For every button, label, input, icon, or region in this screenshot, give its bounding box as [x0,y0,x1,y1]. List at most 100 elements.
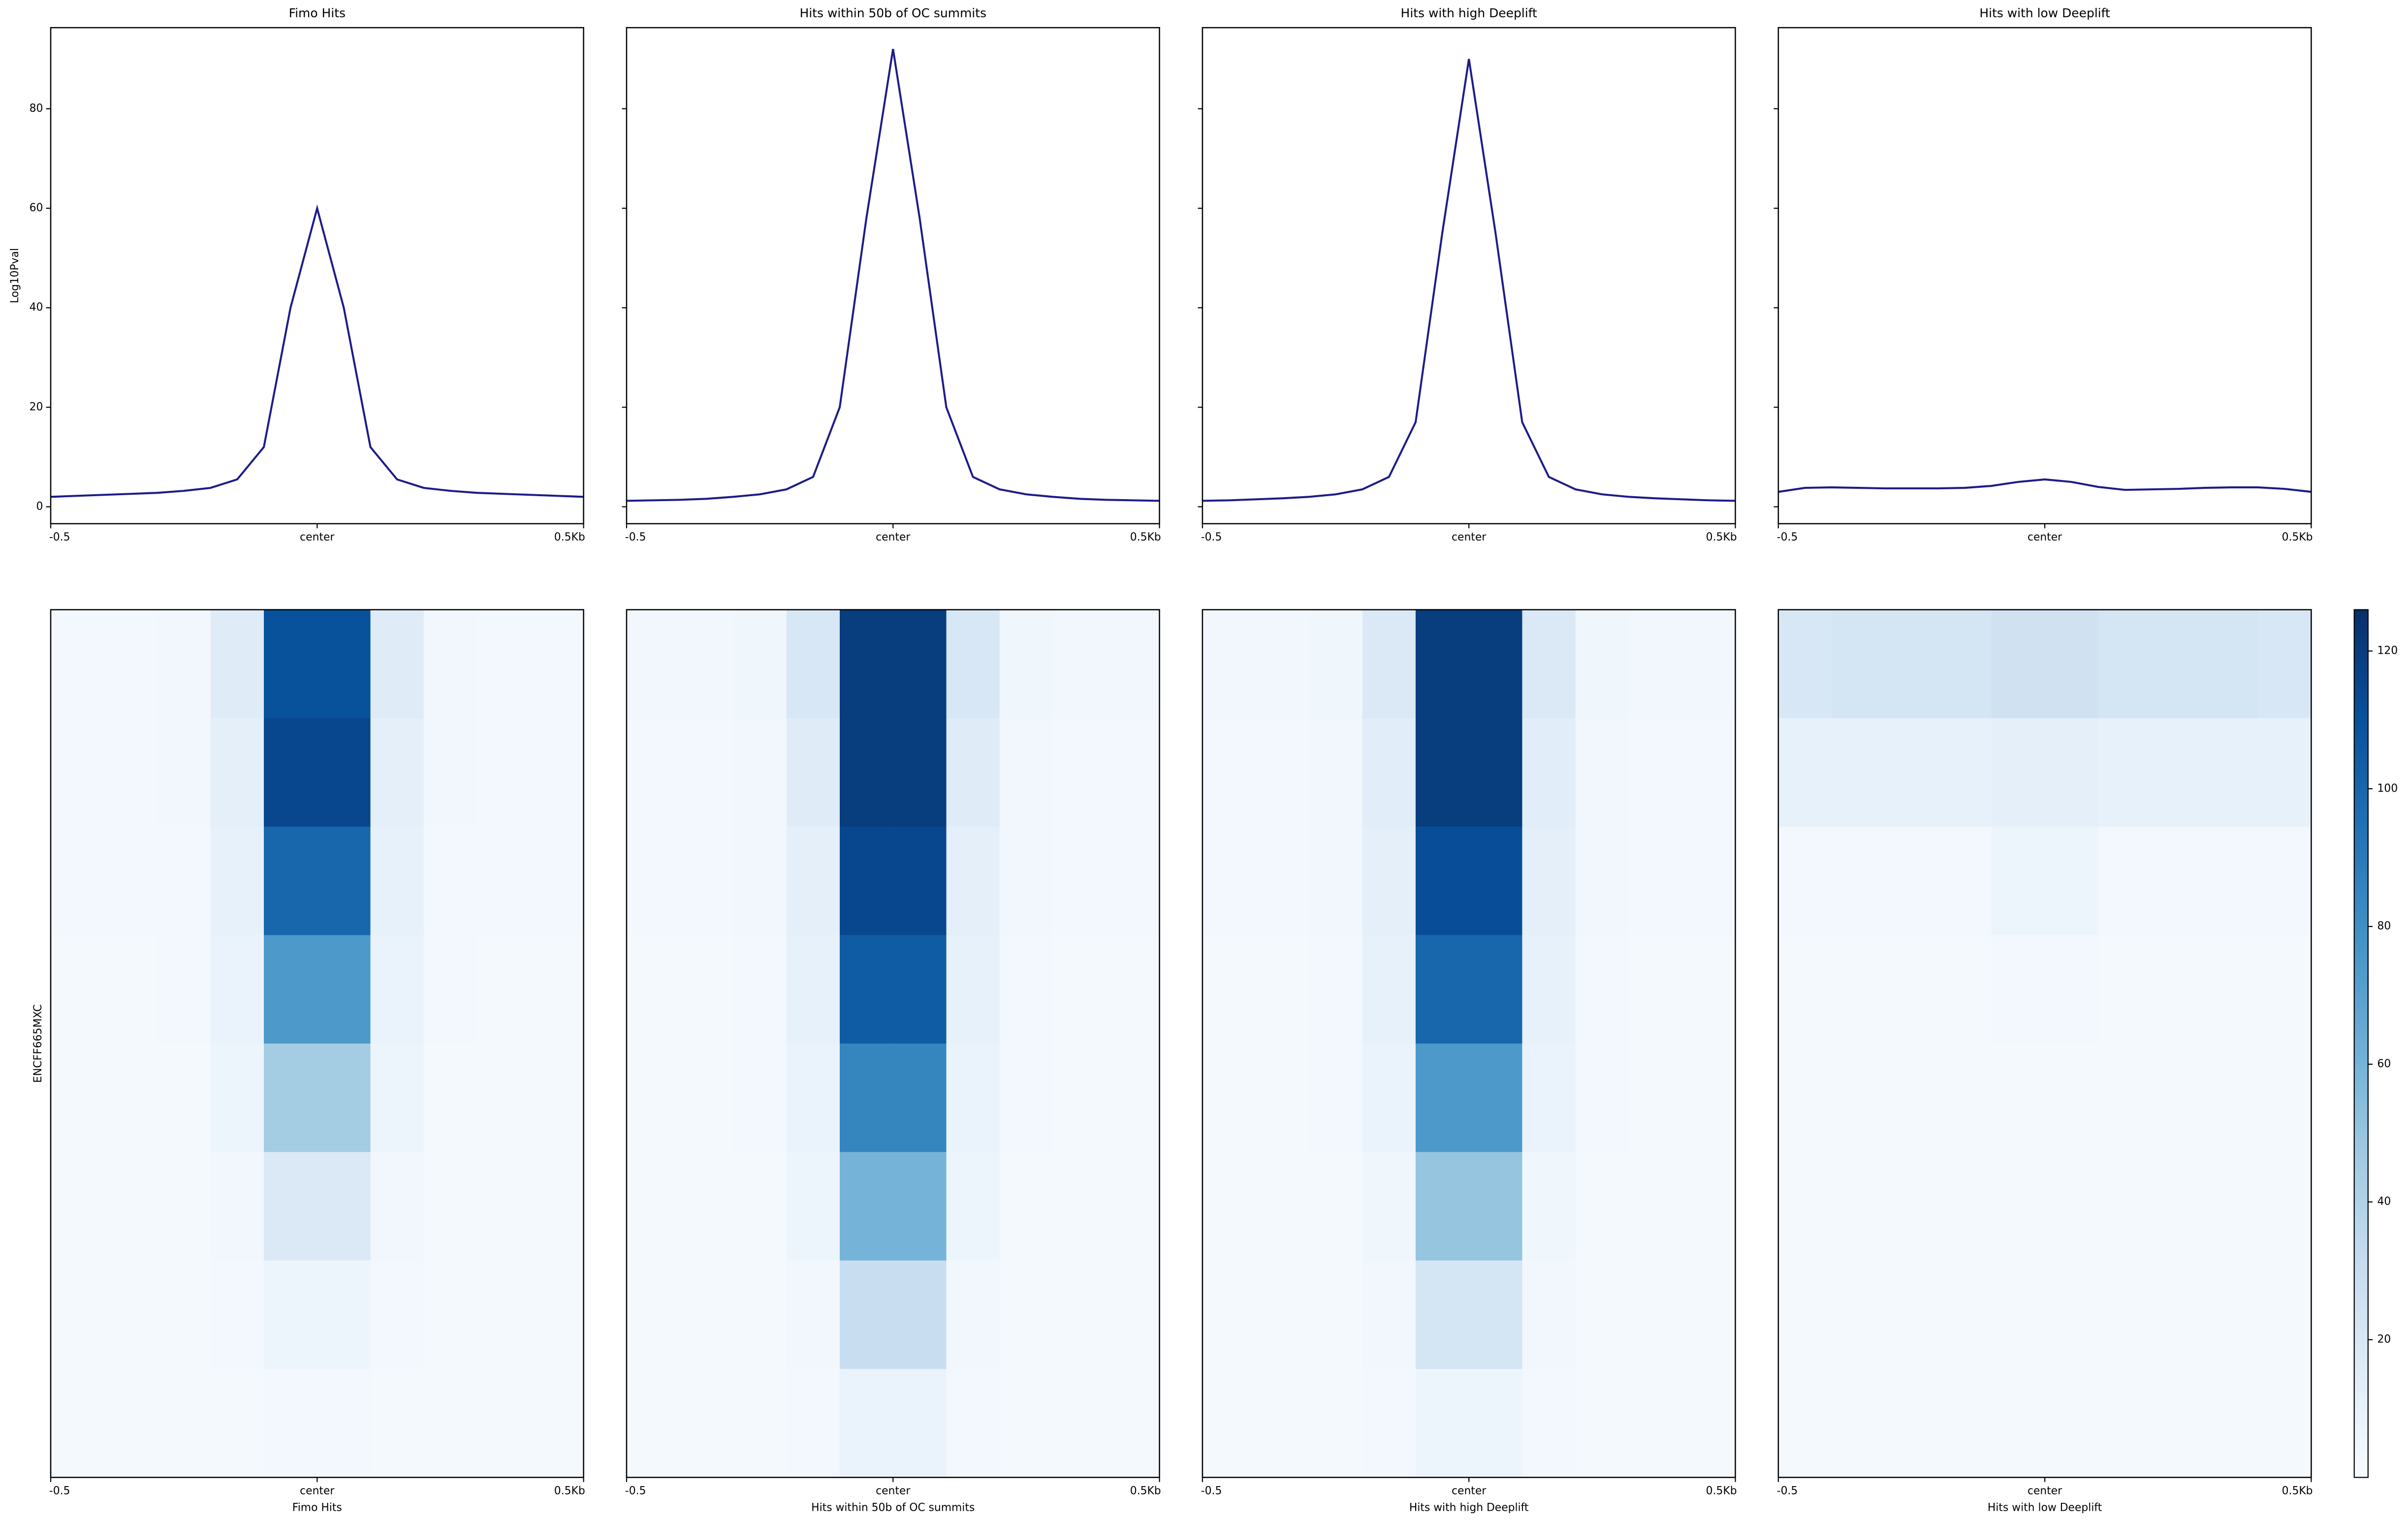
colorbar-tick-label: 80 [2377,920,2391,932]
x-axis-label: Hits with high Deeplift [1409,1502,1529,1514]
heatmap-cell [1778,935,1833,1044]
heatmap-cell [2204,826,2259,936]
heatmap-cell [210,609,264,719]
y-tick-label: 80 [30,102,43,115]
heatmap-cell [2204,1043,2259,1153]
heatmap-cell [1053,1152,1107,1261]
heatmap-cell [999,1260,1053,1369]
heatmap-cell [1832,1152,1886,1261]
heatmap-cell [264,1260,318,1369]
heatmap-cell [2151,1368,2205,1478]
heatmap-cell [1469,609,1523,719]
heatmap-cell [157,1152,211,1261]
heatmap-cell [2258,935,2312,1044]
heatmap-cell [317,935,371,1044]
profile-line [1778,478,2312,493]
heatmap-cell [1202,1368,1257,1478]
heatmap-cell [1469,826,1523,936]
heatmap-cell [51,718,105,827]
heatmap-cell [423,718,478,827]
heatmap-cell [893,1260,947,1369]
panel-title: Fimo Hits [289,6,346,20]
heatmap-cell [946,1152,1000,1261]
heatmap-cell [680,1260,734,1369]
y-axis-label: Log10Pval [9,248,21,303]
heatmap-cell [51,1043,105,1153]
x-tick-label: -0.5 [625,1485,646,1497]
heatmap-cell [210,935,264,1044]
heatmap-cell [946,935,1000,1044]
heatmap-cell [1256,1152,1310,1261]
colorbar-tick-label: 100 [2377,782,2398,794]
heatmap-cell [786,1152,840,1261]
heatmap-cell [1362,1260,1416,1369]
heatmap-cell [1628,826,1683,936]
heatmap-cell [1362,1368,1416,1478]
heatmap-cell [1575,1260,1629,1369]
heatmap-cell [51,935,105,1044]
heatmap-cell [786,1043,840,1153]
heatmap-cell [1256,1043,1310,1153]
heatmap-cell [2098,1152,2152,1261]
heatmap-cell [51,609,105,719]
heatmap-cell [1415,1368,1470,1478]
heatmap-cell [999,1043,1053,1153]
heatmap-cell [1778,1152,1833,1261]
heatmap-cell [1832,718,1886,827]
heatmap-cell [1938,935,1992,1044]
x-tick-label: center [300,531,334,543]
heatmap-cell [1202,935,1257,1044]
heatmap-cell [1575,935,1629,1044]
y-tick-label: 60 [30,202,43,214]
heatmap-cell [530,935,584,1044]
heatmap-cell [370,718,424,827]
heatmap-cell [1522,609,1576,719]
heatmap-cell [2258,1368,2312,1478]
heatmap-cell [370,1260,424,1369]
heatmap-cell [946,1368,1000,1478]
heatmap-cell [2098,935,2152,1044]
colorbar-tick-label: 40 [2377,1196,2391,1208]
heatmap-cell [1778,718,1833,827]
heatmap-cell [786,935,840,1044]
heatmap-cell [1362,1043,1416,1153]
heatmap-cell [1309,826,1363,936]
heatmap-cell [1469,935,1523,1044]
heatmap-cell [2151,826,2205,936]
heatmap-cell [1362,1152,1416,1261]
heatmap-cell [1682,1260,1736,1369]
heatmap-cell [839,826,894,936]
heatmap-cell [264,1152,318,1261]
heatmap-cell [1938,1368,1992,1478]
heatmap-cell [1522,1368,1576,1478]
heatmap-cell [1362,609,1416,719]
x-tick-label: center [876,1485,910,1497]
heatmap-cell [530,609,584,719]
y-tick-label: 20 [30,401,43,413]
heatmap-cell [104,609,158,719]
x-tick-label: center [2028,1485,2062,1497]
x-tick-label: 0.5Kb [1130,531,1161,543]
heatmap-cell [733,718,787,827]
heatmap-cell [2098,1368,2152,1478]
heatmap-cell [1522,1043,1576,1153]
heatmap-cell [1309,718,1363,827]
heatmap-cell [946,1043,1000,1153]
heatmap-cell [1885,1043,1939,1153]
colorbar-tick-label: 60 [2377,1058,2391,1070]
heatmap-cell [317,1043,371,1153]
colorbar [2353,609,2369,1478]
heatmap-cell [1202,1043,1257,1153]
heatmap-cell [1938,718,1992,827]
heatmap-cell [1991,718,2046,827]
heatmap-cell [1469,718,1523,827]
heatmap-cell [157,1043,211,1153]
heatmap-cell [1778,1043,1833,1153]
heatmap-cell [157,718,211,827]
heatmap-cell [1938,1260,1992,1369]
heatmap-cell [104,718,158,827]
heatmap-cell [530,718,584,827]
heatmap-cell [477,1260,531,1369]
heatmap-cell [786,718,840,827]
